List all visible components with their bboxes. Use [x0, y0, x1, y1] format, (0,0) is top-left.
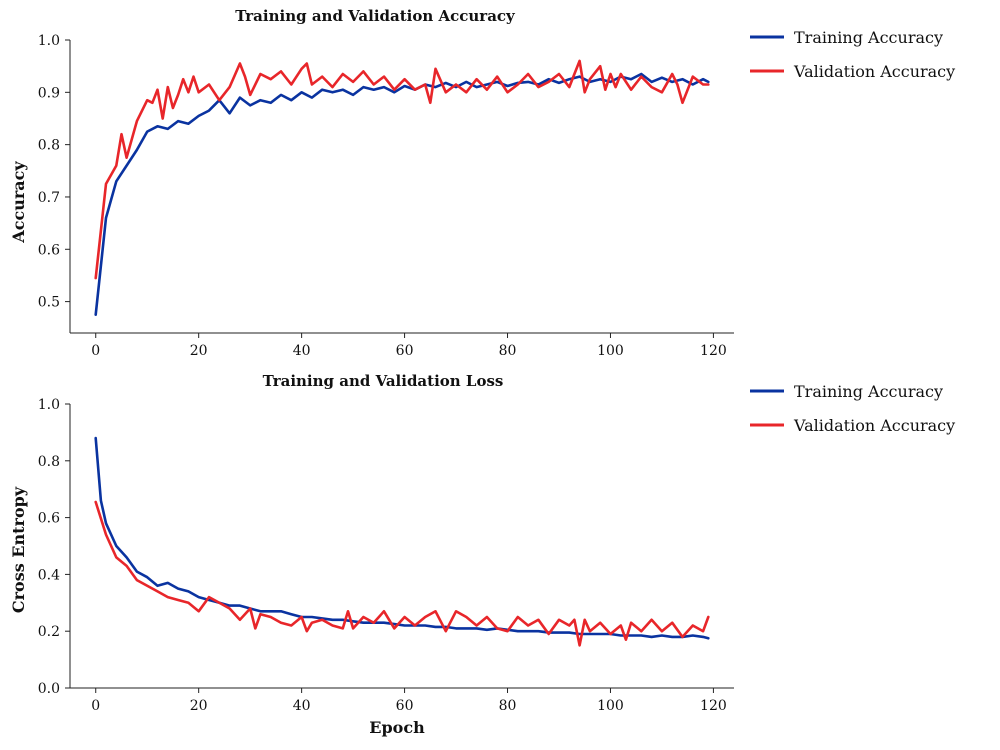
x-tick-label: 0: [91, 698, 100, 714]
series-lines: [94, 436, 710, 647]
x-tick-label: 40: [293, 343, 311, 359]
legend-label: Training Accuracy: [794, 28, 943, 47]
x-tick-label: 60: [396, 698, 414, 714]
x-tick-label: 100: [597, 343, 624, 359]
y-tick-label: 0.8: [38, 138, 60, 154]
x-tick-label: 120: [700, 698, 727, 714]
x-tick-label: 20: [190, 698, 208, 714]
y-tick-label: 0.9: [38, 85, 60, 101]
y-tick-label: 1.0: [38, 33, 60, 49]
y-tick-label: 0.8: [38, 454, 60, 470]
loss-chart: Training and Validation Loss Cross Entro…: [9, 372, 955, 737]
y-tick-label: 0.0: [38, 681, 60, 697]
legend: Training Accuracy Validation Accuracy: [750, 382, 955, 435]
y-tick-label: 0.7: [38, 190, 60, 206]
y-tick-label: 1.0: [38, 397, 60, 413]
series-line-training-accuracy: [94, 436, 710, 640]
legend-label: Validation Accuracy: [793, 416, 955, 435]
x-tick-label: 60: [396, 343, 414, 359]
axis-ticks: 0 20 40 60 80 100 120 0.0 0.2 0.4 0.6 0.8 1.0: [38, 397, 727, 714]
legend-label: Validation Accuracy: [793, 62, 955, 81]
x-tick-label: 120: [700, 343, 727, 359]
chart-title: Training and Validation Loss: [263, 372, 504, 390]
series-line-training-accuracy: [94, 72, 710, 317]
axis-ticks: 0 20 40 60 80 100 120 0.5 0.6 0.7 0.8 0.9 1.0: [38, 33, 727, 359]
x-tick-label: 40: [293, 698, 311, 714]
y-tick-label: 0.5: [38, 295, 60, 311]
x-tick-label: 80: [499, 343, 517, 359]
accuracy-chart: Training and Validation Accuracy Accurac…: [9, 7, 955, 359]
y-tick-label: 0.2: [38, 624, 60, 640]
y-axis-label: Cross Entropy: [9, 486, 28, 613]
x-tick-label: 0: [91, 343, 100, 359]
x-axis-label: Epoch: [369, 718, 425, 737]
x-tick-label: 20: [190, 343, 208, 359]
x-tick-label: 100: [597, 698, 624, 714]
legend-label: Training Accuracy: [794, 382, 943, 401]
y-tick-label: 0.6: [38, 511, 60, 527]
y-axis-label: Accuracy: [9, 161, 28, 244]
y-tick-label: 0.6: [38, 242, 60, 258]
series-line-validation-accuracy: [94, 500, 710, 647]
x-tick-label: 80: [499, 698, 517, 714]
y-tick-label: 0.4: [38, 567, 60, 583]
series-lines: [94, 59, 710, 317]
series-line-validation-accuracy: [94, 59, 710, 280]
legend: Training Accuracy Validation Accuracy: [750, 28, 955, 81]
chart-title: Training and Validation Accuracy: [235, 7, 516, 25]
